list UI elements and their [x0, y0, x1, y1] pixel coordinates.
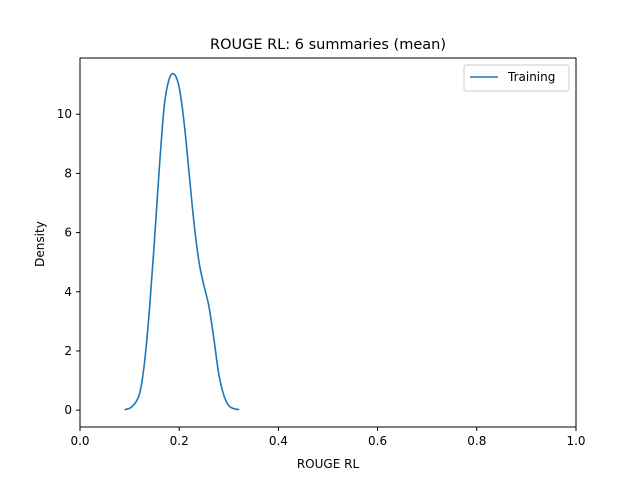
y-tick-label: 10	[57, 107, 72, 121]
plot-frame	[79, 57, 577, 428]
x-tick-label: 0.4	[269, 434, 288, 448]
y-tick-label: 8	[64, 166, 72, 180]
x-ticks: 0.0 0.2 0.4 0.6 0.8 1.0	[70, 427, 586, 448]
y-axis-label: Density	[33, 221, 47, 267]
chart-title: ROUGE RL: 6 summaries (mean)	[210, 37, 446, 53]
x-tick-label: 1.0	[566, 434, 585, 448]
y-tick-label: 4	[64, 285, 72, 299]
series-layer	[124, 72, 240, 411]
x-tick-label: 0.0	[70, 434, 89, 448]
legend: Training	[463, 64, 570, 92]
y-ticks: 0 2 4 6 8 10	[57, 107, 80, 417]
y-tick-label: 6	[64, 226, 72, 240]
x-tick-label: 0.2	[170, 434, 189, 448]
x-axis-label: ROUGE RL	[297, 457, 360, 471]
legend-label-training: Training	[507, 70, 555, 84]
x-tick-label: 0.8	[467, 434, 486, 448]
series-line-training	[124, 72, 240, 411]
y-tick-label: 0	[64, 403, 72, 417]
legend-box	[463, 64, 570, 92]
x-tick-label: 0.6	[368, 434, 387, 448]
y-tick-label: 2	[64, 344, 72, 358]
